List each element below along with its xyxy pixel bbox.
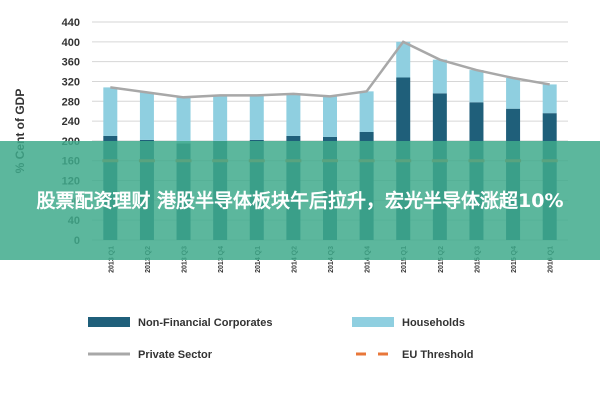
legend-label-eu-threshold: EU Threshold — [402, 349, 474, 361]
bar-households — [542, 84, 557, 114]
legend-label-non-financial-corporates: Non-Financial Corporates — [138, 317, 272, 329]
legend: Non-Financial Corporates Households Privat… — [88, 317, 474, 361]
y-tick-label: 360 — [62, 57, 80, 69]
y-tick-label: 280 — [62, 96, 80, 108]
bar-households — [103, 87, 118, 136]
legend-swatch-non-financial-corporates — [88, 317, 130, 327]
y-tick-label: 240 — [62, 116, 80, 128]
line-private-sector — [110, 40, 550, 99]
bar-households — [249, 95, 264, 140]
y-tick-label: 320 — [62, 76, 80, 88]
bar-households — [359, 91, 374, 132]
legend-swatch-households — [352, 317, 394, 327]
bar-households — [506, 77, 521, 109]
banner-headline: 股票配资理财 港股半导体板块午后拉升，宏光半导体涨超10% — [36, 189, 564, 212]
legend-label-private-sector: Private Sector — [138, 349, 213, 361]
bar-households — [286, 93, 301, 136]
bar-households — [432, 59, 447, 94]
bar-households — [469, 70, 484, 103]
bar-households — [213, 95, 228, 141]
overlay-banner: 股票配资理财 港股半导体板块午后拉升，宏光半导体涨超10% — [0, 141, 600, 260]
bar-households — [139, 92, 154, 140]
bar-households — [396, 41, 411, 78]
y-tick-label: 440 — [62, 17, 80, 29]
legend-label-households: Households — [402, 317, 465, 329]
bar-households — [176, 97, 191, 144]
y-tick-label: 400 — [62, 37, 80, 49]
bar-households — [323, 96, 337, 137]
